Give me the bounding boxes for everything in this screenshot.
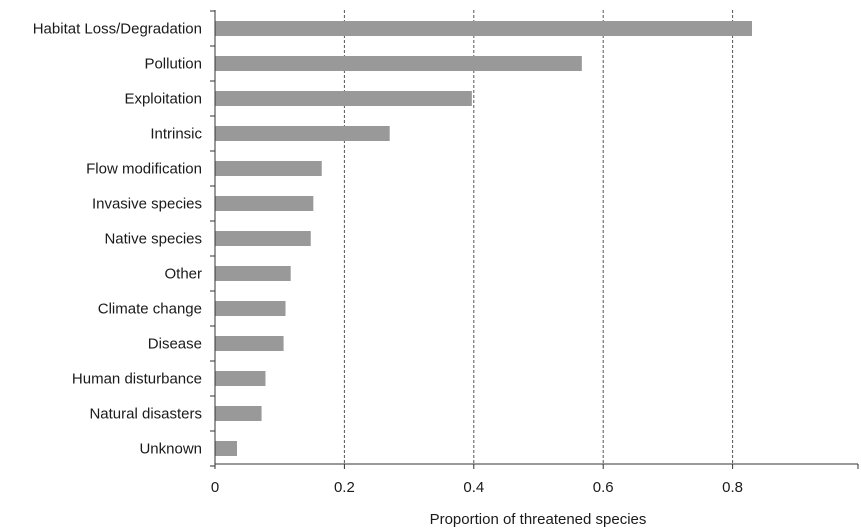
bar: [215, 126, 390, 141]
bars: [215, 21, 753, 456]
x-tick-label: 0.2: [334, 479, 355, 496]
category-label: Disease: [148, 336, 202, 353]
category-label: Human disturbance: [72, 371, 202, 388]
category-label: Flow modification: [86, 161, 202, 178]
x-tick-label: 0.6: [593, 479, 614, 496]
x-tick-labels: 0 0.2 0.4 0.6 0.8: [211, 479, 743, 496]
x-tick-label: 0: [211, 479, 219, 496]
bar: [215, 266, 291, 281]
category-label: Other: [164, 266, 202, 283]
bar: [215, 231, 311, 246]
x-tick-label: 0.4: [463, 479, 484, 496]
bar: [215, 21, 753, 36]
bar: [215, 406, 262, 421]
axes: [210, 10, 859, 469]
bar: [215, 196, 314, 211]
x-axis-title: Proportion of threatened species: [430, 511, 647, 528]
category-label: Invasive species: [92, 196, 202, 213]
bar: [215, 371, 266, 386]
bar: [215, 56, 582, 71]
x-tick-label: 0.8: [722, 479, 743, 496]
bar: [215, 301, 286, 316]
category-label: Habitat Loss/Degradation: [33, 21, 202, 38]
bar: [215, 336, 284, 351]
category-label: Pollution: [144, 56, 202, 73]
grid-lines: [343, 10, 734, 464]
category-label: Natural disasters: [89, 406, 202, 423]
category-label: Exploitation: [124, 91, 202, 108]
category-labels: Habitat Loss/Degradation Pollution Exploit…: [33, 21, 203, 458]
bar: [215, 441, 237, 456]
bar: [215, 91, 472, 106]
category-label: Native species: [104, 231, 202, 248]
category-label: Intrinsic: [150, 126, 202, 143]
category-label: Unknown: [139, 441, 202, 458]
bar: [215, 161, 322, 176]
category-label: Climate change: [98, 301, 202, 318]
